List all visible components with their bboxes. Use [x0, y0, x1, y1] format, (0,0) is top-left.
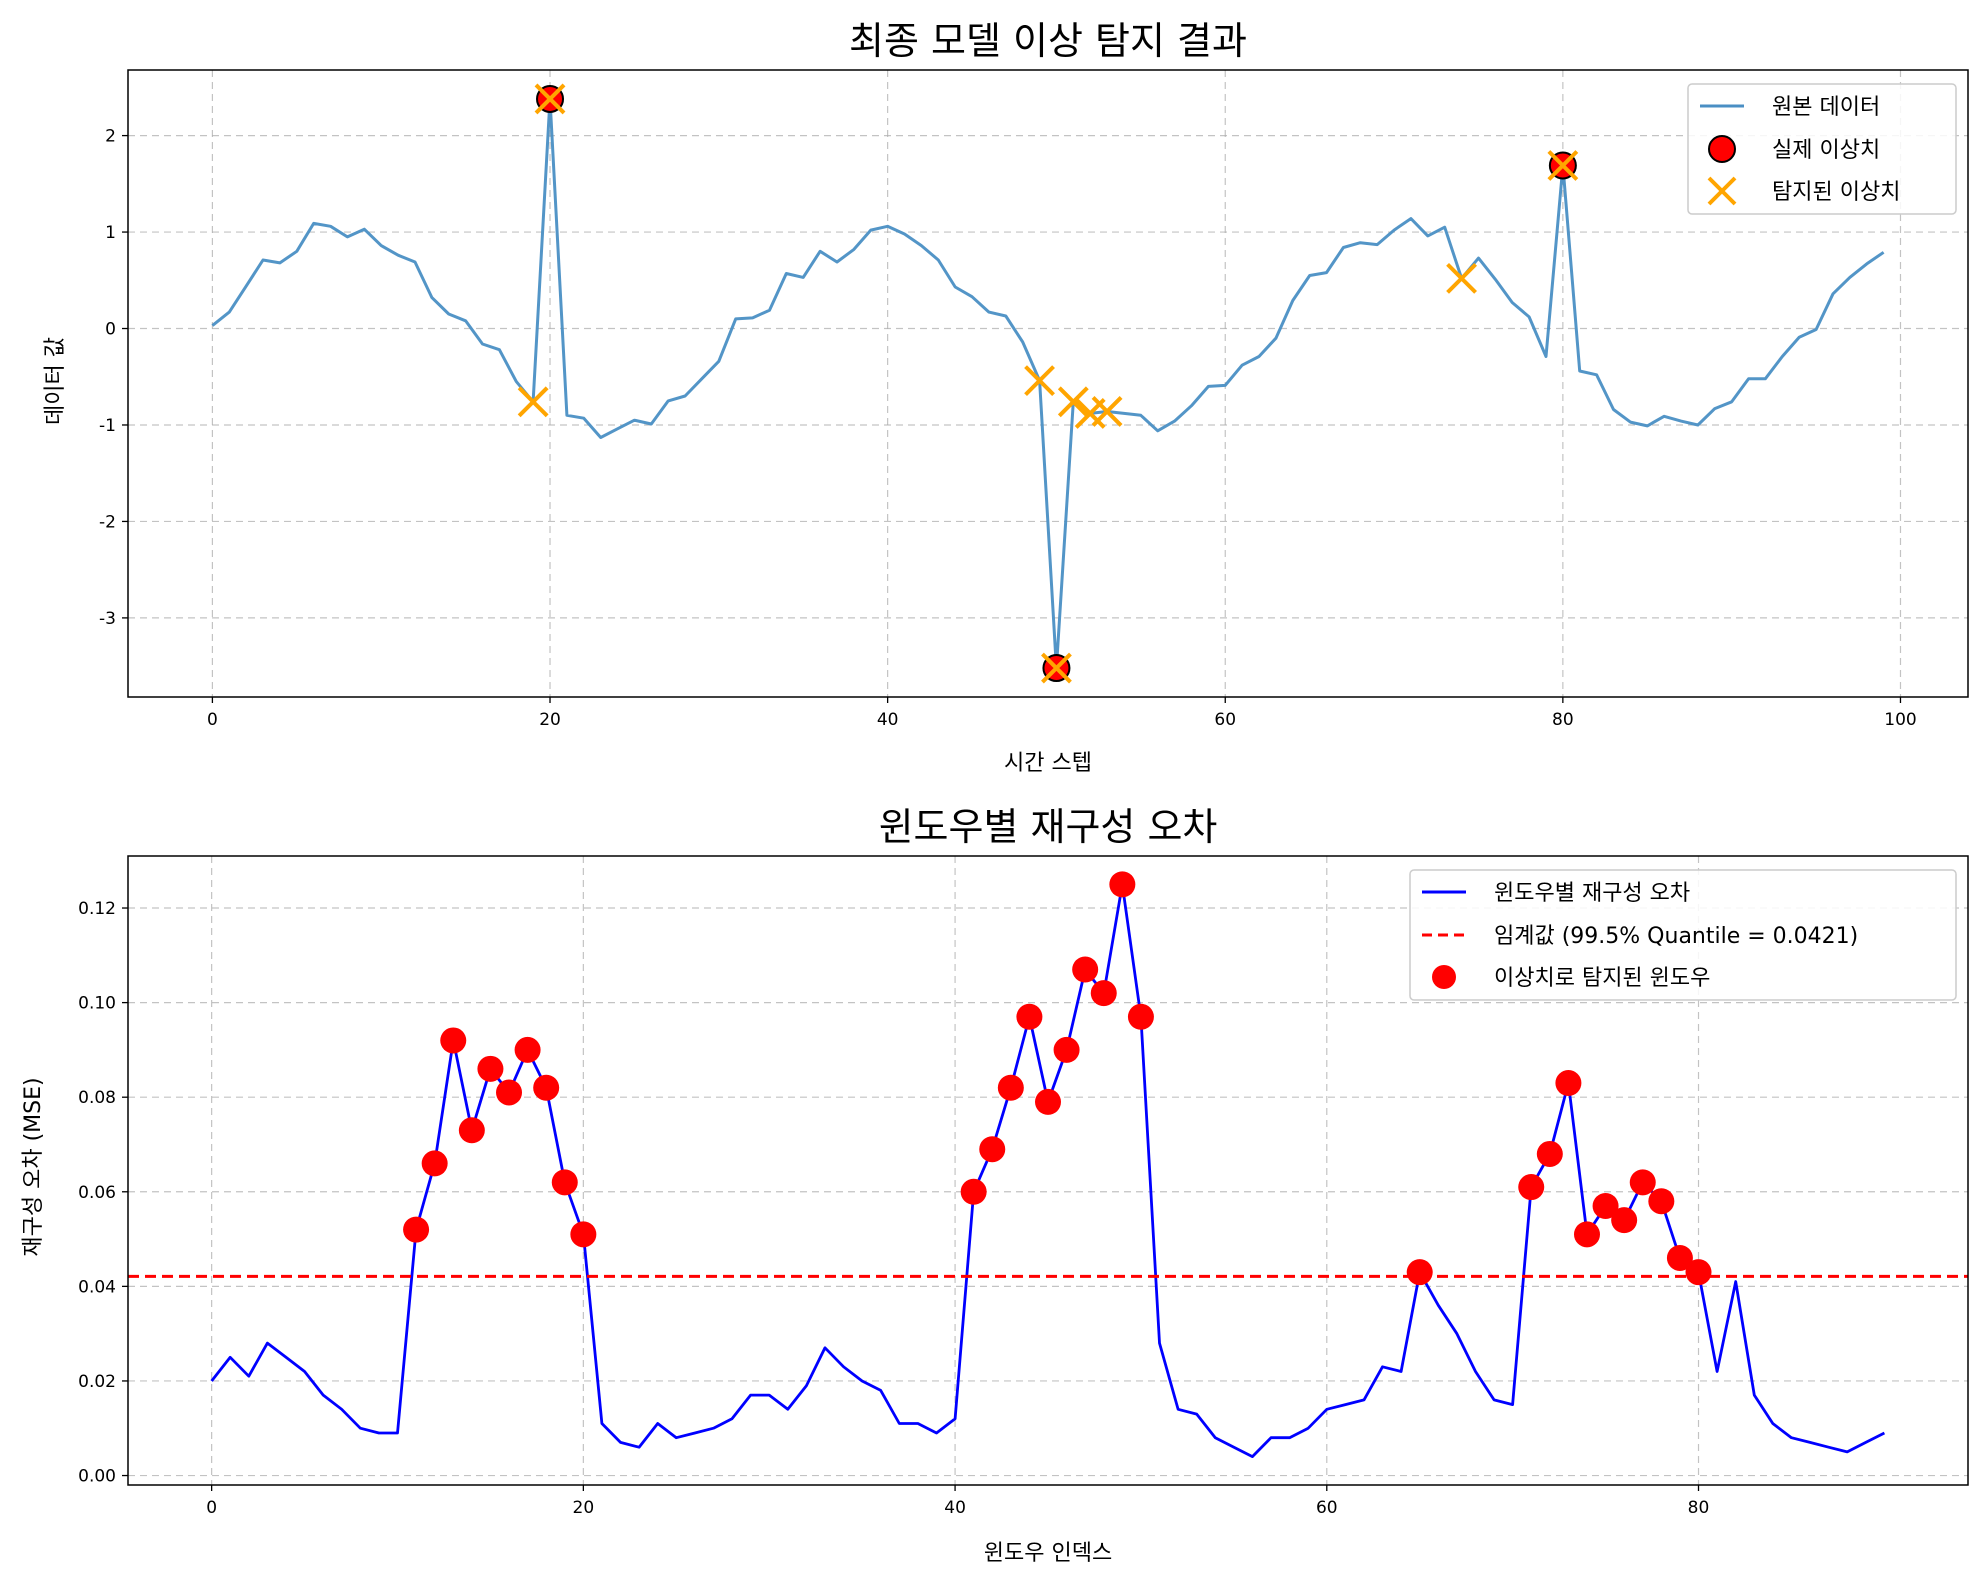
marker-stroke: [1446, 262, 1477, 294]
y-tick-label: 0.12: [78, 899, 116, 919]
detected-window-point: [1536, 1140, 1563, 1167]
y-tick-label: 0.04: [78, 1277, 116, 1297]
detected-window-point: [1666, 1244, 1693, 1271]
detected-window-point: [1573, 1221, 1600, 1248]
x-tick-label: 80: [1552, 710, 1574, 730]
detected-window-point: [1109, 871, 1136, 898]
detected-window-point: [458, 1117, 485, 1144]
detected-window-point: [1518, 1174, 1545, 1201]
detected-window-point: [997, 1074, 1024, 1101]
detected-anomaly-marker: [1547, 150, 1579, 181]
detected-window-point: [551, 1169, 578, 1196]
detected-window-point: [1053, 1036, 1080, 1063]
plot-frame: [127, 69, 1969, 698]
detected-window-point: [1406, 1259, 1433, 1286]
x-tick-label: 0: [206, 1498, 217, 1518]
marker-stroke: [1057, 386, 1089, 418]
legend-label: 실제 이상치: [1772, 138, 1880, 163]
y-tick-label: -1: [99, 416, 116, 436]
detected-window-point: [440, 1027, 467, 1054]
plot-frame: [127, 855, 1969, 1486]
detected-window-point: [979, 1136, 1006, 1163]
legend-label: 임계값 (99.5% Quantile = 0.0421): [1494, 924, 1858, 949]
detected-window-point: [1592, 1192, 1619, 1219]
detected-anomaly-marker: [517, 386, 549, 418]
detected-anomaly-marker: [534, 83, 566, 115]
legend-label: 탐지된 이상치: [1772, 180, 1900, 205]
detected-anomaly-marker: [1024, 365, 1055, 397]
legend: 윈도우별 재구성 오차 임계값 (99.5% Quantile = 0.0421…: [1409, 869, 1957, 1001]
legend: 원본 데이터 실제 이상치 탐지된 이상치: [1687, 83, 1957, 215]
detected-window-point: [1685, 1259, 1712, 1286]
x-axis-label: 시간 스텝: [1004, 751, 1092, 776]
y-tick-label: 0: [105, 320, 116, 340]
x-tick-label: 100: [1884, 710, 1916, 730]
detected-window-point: [570, 1221, 597, 1248]
marker-stroke: [1041, 652, 1072, 684]
y-tick-label: 0.10: [78, 994, 116, 1014]
detected-window-point: [1035, 1088, 1061, 1115]
detected-window-point: [496, 1079, 523, 1106]
y-tick-label: 1: [105, 223, 116, 243]
detected-window-point: [1648, 1188, 1675, 1215]
x-tick-label: 60: [1214, 710, 1236, 730]
grid-layer: [128, 856, 1968, 1485]
detected-window-point: [1629, 1169, 1656, 1196]
marker-stroke: [1024, 365, 1055, 397]
reconstruction-error-chart: 윈도우별 재구성 오차 윈도우 인덱스 재구성 오차 (MSE) 0 20 40 60…: [21, 805, 1969, 1566]
y-tick-label: 0.08: [78, 1088, 116, 1108]
data-series-line: [211, 97, 1885, 670]
y-axis-label: 재구성 오차 (MSE): [21, 1077, 46, 1256]
x-tick-label: 80: [1688, 1498, 1710, 1518]
detected-window-point: [1555, 1070, 1582, 1097]
detected-window-point: [1072, 956, 1099, 983]
legend-dot-swatch: [1432, 965, 1456, 989]
legend-label: 이상치로 탐지된 윈도우: [1494, 966, 1710, 991]
detected-window-point: [533, 1074, 560, 1101]
x-axis-label: 윈도우 인덱스: [984, 1541, 1112, 1566]
legend-dot-swatch: [1708, 135, 1736, 163]
detected-window-point: [421, 1150, 448, 1177]
x-tick-label: 0: [207, 710, 218, 730]
detected-window-point: [1016, 1003, 1043, 1030]
tick-layer: 0 20 40 60 80 100 2 1 0 -1 -2 -3: [99, 127, 1917, 730]
marker-stroke: [1547, 150, 1579, 181]
detected-window-point: [1611, 1207, 1638, 1234]
y-tick-label: 2: [105, 127, 116, 147]
x-tick-label: 60: [1316, 1498, 1338, 1518]
detected-window-point: [1127, 1003, 1154, 1030]
detected-window-point: [960, 1178, 987, 1205]
tick-layer: 0 20 40 60 80 0.00 0.02 0.04 0.06 0.08 0.10 0.12: [78, 899, 1709, 1518]
detected-anomaly-marker: [1091, 396, 1123, 427]
anomaly-detection-chart: 최종 모델 이상 탐지 결과 시간 스텝 데이터 값 0 20 40 60 80 1002…: [43, 19, 1969, 776]
detected-anomaly-marker: [1057, 386, 1089, 418]
x-tick-label: 20: [539, 710, 561, 730]
detected-anomaly-marker: [1041, 652, 1072, 684]
y-tick-label: 0.06: [78, 1183, 116, 1203]
legend-x-swatch: [1707, 176, 1737, 206]
marker-stroke: [517, 386, 549, 418]
legend-label: 원본 데이터: [1772, 95, 1880, 120]
plot-layer: [211, 83, 1885, 684]
detected-window-point: [403, 1216, 430, 1243]
detected-anomaly-marker: [1446, 262, 1477, 294]
x-tick-label: 20: [573, 1498, 595, 1518]
legend-label: 윈도우별 재구성 오차: [1494, 881, 1690, 906]
chart-title: 윈도우별 재구성 오차: [879, 805, 1218, 849]
marker-stroke: [534, 83, 566, 115]
x-tick-label: 40: [877, 710, 899, 730]
plot-layer: [128, 871, 1968, 1458]
y-axis-label: 데이터 값: [43, 337, 68, 425]
detected-window-point: [1090, 980, 1117, 1007]
y-tick-label: 0.00: [78, 1467, 116, 1487]
detected-window-point: [477, 1055, 504, 1082]
y-tick-label: -2: [99, 512, 116, 532]
detected-window-point: [514, 1036, 541, 1063]
chart-title: 최종 모델 이상 탐지 결과: [849, 19, 1247, 63]
y-tick-label: -3: [99, 609, 116, 629]
marker-stroke: [1091, 396, 1123, 427]
x-tick-label: 40: [944, 1498, 966, 1518]
y-tick-label: 0.02: [78, 1372, 116, 1392]
